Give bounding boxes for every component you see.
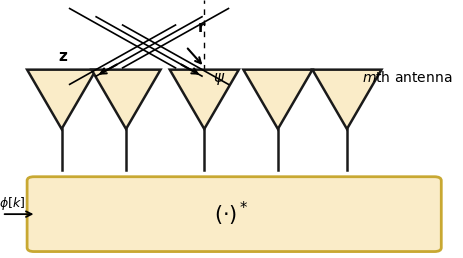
FancyBboxPatch shape [27,177,440,252]
Polygon shape [27,70,96,129]
Polygon shape [91,70,160,129]
Text: $(\cdot)^*$: $(\cdot)^*$ [214,200,249,228]
Polygon shape [243,70,312,129]
Text: $\psi$: $\psi$ [213,71,225,87]
Text: $\mathbf{z}$: $\mathbf{z}$ [58,49,69,64]
Text: $\mathbf{r}$: $\mathbf{r}$ [197,20,206,35]
Polygon shape [312,70,381,129]
Text: $m$th antenna: $m$th antenna [361,70,451,85]
Text: $\phi[k]$: $\phi[k]$ [0,195,25,212]
Polygon shape [169,70,238,129]
